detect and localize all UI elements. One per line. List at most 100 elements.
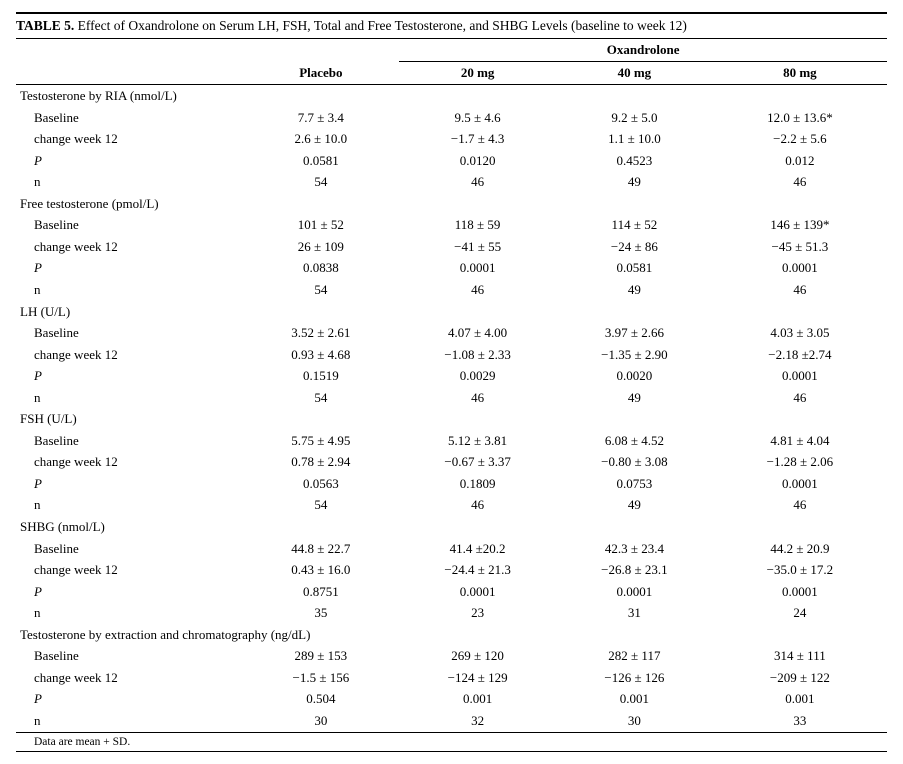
cell: 2.6 ± 10.0: [242, 128, 399, 150]
section-header: Testosterone by extraction and chromatog…: [16, 624, 887, 646]
cell: 0.1809: [399, 473, 556, 495]
table-row: Baseline289 ± 153269 ± 120282 ± 117314 ±…: [16, 645, 887, 667]
row-label: Baseline: [16, 107, 242, 129]
row-label: P: [16, 257, 242, 279]
cell: 49: [556, 279, 713, 301]
cell: 5.75 ± 4.95: [242, 430, 399, 452]
cell: 0.0001: [713, 365, 887, 387]
table-label: TABLE 5.: [16, 18, 74, 33]
cell: 35: [242, 602, 399, 624]
cell: 49: [556, 387, 713, 409]
cell: 0.8751: [242, 581, 399, 603]
cell: 46: [713, 279, 887, 301]
cell: 0.93 ± 4.68: [242, 344, 399, 366]
row-label: Baseline: [16, 430, 242, 452]
table-row: n54464946: [16, 171, 887, 193]
row-label: Baseline: [16, 538, 242, 560]
cell: 44.8 ± 22.7: [242, 538, 399, 560]
cell: −24.4 ± 21.3: [399, 559, 556, 581]
cell: 46: [713, 494, 887, 516]
cell: 46: [399, 171, 556, 193]
cell: 54: [242, 279, 399, 301]
cell: 0.0029: [399, 365, 556, 387]
cell: −41 ± 55: [399, 236, 556, 258]
row-label: Baseline: [16, 214, 242, 236]
cell: 314 ± 111: [713, 645, 887, 667]
cell: −0.80 ± 3.08: [556, 451, 713, 473]
cell: 9.5 ± 4.6: [399, 107, 556, 129]
cell: 0.0001: [399, 581, 556, 603]
row-label: change week 12: [16, 344, 242, 366]
cell: −0.67 ± 3.37: [399, 451, 556, 473]
section-title: LH (U/L): [16, 301, 887, 323]
table-row: n35233124: [16, 602, 887, 624]
table-row: n30323033: [16, 710, 887, 732]
table-row: n54464946: [16, 387, 887, 409]
cell: 54: [242, 387, 399, 409]
table-row: P0.15190.00290.00200.0001: [16, 365, 887, 387]
cell: 31: [556, 602, 713, 624]
row-label: change week 12: [16, 236, 242, 258]
cell: 0.012: [713, 150, 887, 172]
cell: 46: [399, 494, 556, 516]
col-80mg: 80 mg: [713, 61, 887, 85]
cell: 3.97 ± 2.66: [556, 322, 713, 344]
cell: 5.12 ± 3.81: [399, 430, 556, 452]
cell: 0.0020: [556, 365, 713, 387]
row-label: Baseline: [16, 322, 242, 344]
cell: −1.08 ± 2.33: [399, 344, 556, 366]
cell: 0.0001: [713, 473, 887, 495]
cell: 0.0753: [556, 473, 713, 495]
cell: 0.0581: [556, 257, 713, 279]
table-row: P0.05630.18090.07530.0001: [16, 473, 887, 495]
section-title: SHBG (nmol/L): [16, 516, 887, 538]
cell: −2.2 ± 5.6: [713, 128, 887, 150]
row-label: n: [16, 279, 242, 301]
cell: 24: [713, 602, 887, 624]
section-header: SHBG (nmol/L): [16, 516, 887, 538]
section-header: Free testosterone (pmol/L): [16, 193, 887, 215]
table-title: TABLE 5. Effect of Oxandrolone on Serum …: [16, 12, 887, 39]
cell: 3.52 ± 2.61: [242, 322, 399, 344]
row-label: Baseline: [16, 645, 242, 667]
cell: −1.7 ± 4.3: [399, 128, 556, 150]
cell: −35.0 ± 17.2: [713, 559, 887, 581]
row-label: change week 12: [16, 128, 242, 150]
cell: −1.35 ± 2.90: [556, 344, 713, 366]
data-table: Oxandrolone Placebo 20 mg 40 mg 80 mg Te…: [16, 39, 887, 733]
section-header: FSH (U/L): [16, 408, 887, 430]
cell: −26.8 ± 23.1: [556, 559, 713, 581]
table-row: P0.5040.0010.0010.001: [16, 688, 887, 710]
row-label: P: [16, 150, 242, 172]
cell: 0.43 ± 16.0: [242, 559, 399, 581]
row-label: P: [16, 688, 242, 710]
cell: 30: [242, 710, 399, 732]
cell: 0.1519: [242, 365, 399, 387]
cell: 32: [399, 710, 556, 732]
table-row: n54464946: [16, 279, 887, 301]
cell: −1.28 ± 2.06: [713, 451, 887, 473]
cell: 4.07 ± 4.00: [399, 322, 556, 344]
cell: 0.504: [242, 688, 399, 710]
cell: 4.03 ± 3.05: [713, 322, 887, 344]
cell: −24 ± 86: [556, 236, 713, 258]
table-row: change week 120.78 ± 2.94−0.67 ± 3.37−0.…: [16, 451, 887, 473]
cell: 0.0120: [399, 150, 556, 172]
table-row: Baseline44.8 ± 22.741.4 ±20.242.3 ± 23.4…: [16, 538, 887, 560]
cell: −45 ± 51.3: [713, 236, 887, 258]
table-body: Testosterone by RIA (nmol/L)Baseline7.7 …: [16, 85, 887, 732]
cell: 46: [713, 387, 887, 409]
table-row: change week 120.93 ± 4.68−1.08 ± 2.33−1.…: [16, 344, 887, 366]
cell: 0.0838: [242, 257, 399, 279]
table-row: Baseline7.7 ± 3.49.5 ± 4.69.2 ± 5.012.0 …: [16, 107, 887, 129]
row-label: P: [16, 365, 242, 387]
cell: 30: [556, 710, 713, 732]
row-label: change week 12: [16, 667, 242, 689]
cell: −2.18 ±2.74: [713, 344, 887, 366]
row-label: n: [16, 494, 242, 516]
section-title: Testosterone by extraction and chromatog…: [16, 624, 887, 646]
table-row: P0.08380.00010.05810.0001: [16, 257, 887, 279]
cell: 118 ± 59: [399, 214, 556, 236]
cell: 54: [242, 494, 399, 516]
cell: 0.0001: [713, 581, 887, 603]
